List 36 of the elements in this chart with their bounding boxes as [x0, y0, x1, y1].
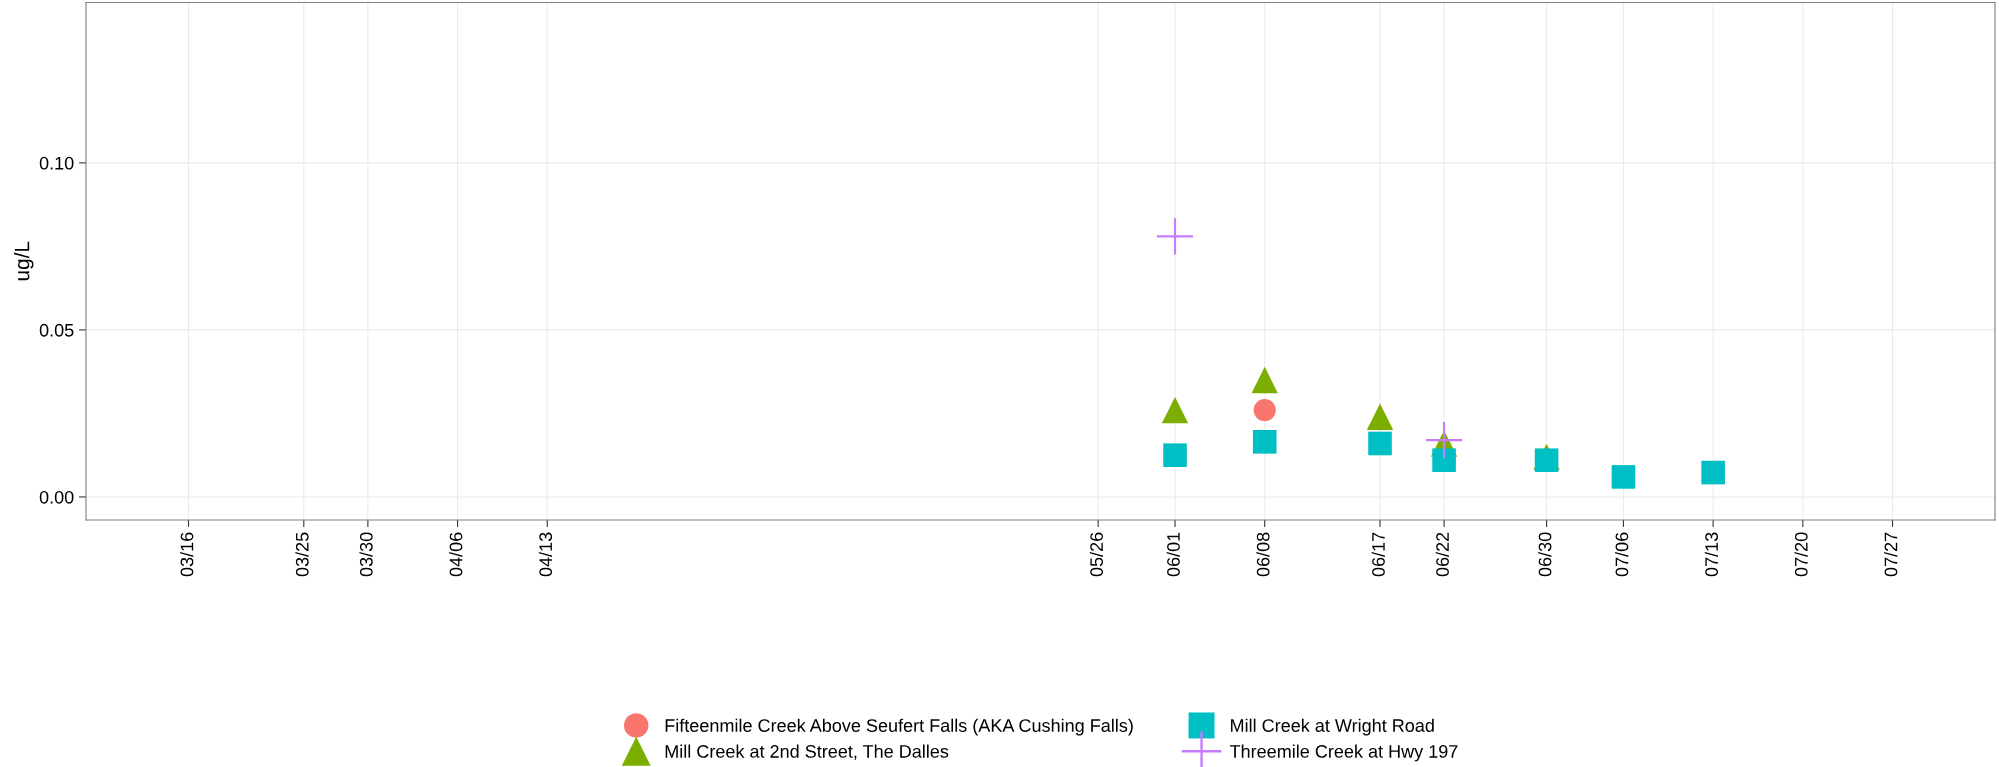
point	[1534, 448, 1559, 473]
point	[1253, 398, 1276, 422]
point	[1252, 430, 1277, 454]
y-tick-label: 0.10	[39, 156, 74, 170]
point	[1368, 431, 1392, 456]
point	[1366, 403, 1394, 430]
x-tick-label: 04/06	[449, 532, 463, 577]
point	[1432, 448, 1456, 473]
y-tick-label: 0.00	[39, 490, 74, 504]
x-tick-label: 05/26	[1089, 532, 1103, 577]
x-tick-label: 03/30	[359, 532, 373, 577]
x-tick-label: 06/01	[1166, 532, 1180, 577]
x-tick-label: 06/22	[1435, 532, 1449, 577]
y-axis-title: ug/L	[14, 241, 34, 281]
x-tick-label: 07/13	[1704, 532, 1718, 577]
x-tick-label: 03/16	[180, 532, 194, 577]
x-tick-label: 07/20	[1794, 532, 1808, 577]
x-tick-label: 07/06	[1615, 532, 1629, 577]
x-tick-label: 07/27	[1884, 532, 1898, 577]
point	[1611, 465, 1636, 489]
y-tick-label: 0.05	[39, 323, 74, 337]
x-tick-label: 06/08	[1256, 532, 1270, 577]
point	[1163, 443, 1187, 467]
x-tick-label: 06/30	[1538, 532, 1552, 577]
legend-label: Threemile Creek at Hwy 197	[1229, 744, 1458, 762]
legend-label: Mill Creek at 2nd Street, The Dalles	[665, 744, 949, 760]
x-tick-label: 06/17	[1371, 532, 1385, 577]
legend-label: Fifteenmile Creek Above Seufert Falls (AKA Cushing Falls)	[665, 718, 1133, 736]
point	[1701, 460, 1725, 485]
point	[1251, 366, 1278, 394]
point	[1426, 422, 1463, 459]
x-tick-label: 03/25	[295, 532, 309, 577]
legend-label: Mill Creek at Wright Road	[1231, 718, 1434, 736]
point	[1161, 396, 1189, 424]
point	[1156, 218, 1194, 255]
x-tick-label: 04/13	[538, 532, 553, 577]
